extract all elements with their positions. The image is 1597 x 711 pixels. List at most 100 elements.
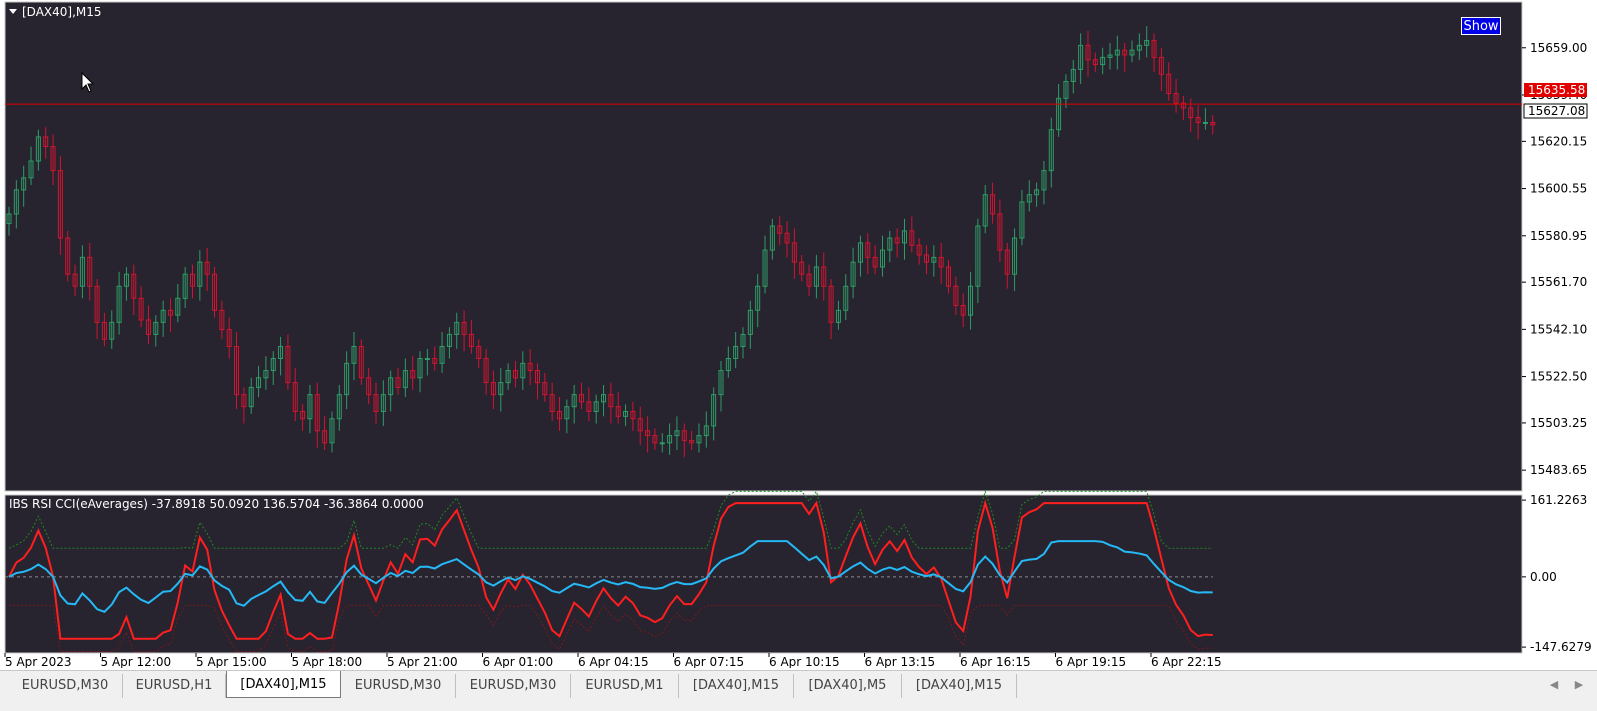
candle-body — [468, 333, 474, 347]
candle-body — [424, 358, 430, 361]
candle-body — [380, 394, 386, 413]
candle-body — [153, 321, 159, 335]
candle-body — [57, 170, 63, 239]
candle-body — [21, 177, 27, 191]
candle-body — [909, 230, 915, 246]
chart-tab[interactable]: [DAX40],M15 — [902, 674, 1017, 698]
chart-tab[interactable]: [DAX40],M15 — [679, 674, 794, 698]
candle-body — [1166, 73, 1172, 95]
candle-body — [1202, 121, 1208, 124]
scroll-right-button[interactable]: ▶ — [1570, 675, 1588, 695]
chart-menu-triangle-icon[interactable] — [9, 9, 17, 14]
candle-body — [784, 232, 790, 244]
candle-body — [1048, 129, 1054, 172]
indicator-pane-background[interactable] — [4, 494, 1523, 654]
time-label: 6 Apr 01:00 — [483, 655, 554, 668]
candle-body — [843, 285, 849, 311]
chart-tab[interactable]: EURUSD,M30 — [456, 674, 571, 698]
main-pane-background[interactable] — [4, 1, 1523, 492]
candle-body — [1100, 56, 1106, 66]
candle-body — [285, 345, 291, 384]
chart-area[interactable]: 15659.0015639.4015620.1515600.5515580.95… — [0, 0, 1597, 668]
candle-body — [534, 370, 540, 384]
candle-body — [924, 254, 929, 263]
candle-body — [1144, 40, 1150, 46]
price-level-label: 15503.25 — [1530, 416, 1587, 430]
candle-body — [1078, 44, 1084, 70]
candle-body — [828, 285, 834, 323]
candle-body — [887, 237, 893, 251]
candle-body — [314, 394, 320, 432]
candle-body — [13, 189, 19, 215]
candle-body — [652, 435, 658, 444]
price-level-label: 15561.70 — [1530, 275, 1587, 289]
candle-body — [857, 242, 863, 263]
candle-body — [417, 358, 423, 379]
candle-body — [1056, 97, 1062, 131]
candle-body — [813, 266, 819, 287]
current-price-label: 15627.08 — [1528, 104, 1585, 118]
indicator-title: IBS RSI CCI(eAverages) -37.8918 50.0920 … — [9, 497, 424, 511]
candle-body — [212, 273, 218, 311]
candles-group — [6, 26, 1216, 458]
candle-body — [373, 394, 379, 413]
candle-body — [219, 309, 225, 331]
candle-body — [571, 394, 577, 408]
rsi-line — [8, 540, 1213, 613]
chart-tab[interactable]: EURUSD,M1 — [571, 674, 679, 698]
candle-body — [931, 256, 937, 263]
candle-body — [344, 362, 350, 396]
candle-body — [329, 418, 335, 444]
candle-body — [696, 435, 702, 444]
show-button[interactable]: Show — [1461, 17, 1501, 35]
candle-body — [835, 309, 841, 323]
candle-body — [667, 435, 673, 444]
candle-body — [549, 394, 555, 413]
candle-body — [167, 309, 173, 316]
candle-body — [1092, 59, 1098, 66]
candle-body — [490, 382, 496, 396]
candle-body — [747, 309, 753, 335]
chart-tab[interactable]: [DAX40],M5 — [794, 674, 902, 698]
candle-body — [1019, 201, 1025, 239]
candle-body — [234, 345, 240, 396]
time-axis: 5 Apr 2023 5 Apr 12:00 5 Apr 15:00 5 Apr 18… — [4, 653, 1222, 668]
candle-body — [593, 401, 599, 413]
candle-body — [182, 273, 188, 299]
candle-body — [850, 261, 856, 287]
candle-body — [483, 358, 489, 384]
candle-body — [395, 377, 401, 388]
candle-body — [865, 242, 871, 258]
time-label: 5 Apr 18:00 — [292, 655, 363, 668]
candle-body — [946, 266, 952, 287]
candle-body — [769, 225, 775, 251]
chart-tab[interactable]: EURUSD,H1 — [123, 674, 226, 698]
candle-body — [28, 160, 34, 179]
price-level-label: 15620.15 — [1530, 134, 1587, 148]
cci-line — [8, 499, 1213, 640]
candle-body — [806, 273, 812, 287]
candle-body — [432, 358, 438, 364]
candle-body — [894, 237, 900, 244]
candle-body — [50, 146, 56, 172]
chart-tab[interactable]: EURUSD,M30 — [8, 674, 123, 698]
candle-body — [982, 194, 988, 227]
time-label: 6 Apr 19:15 — [1056, 655, 1127, 668]
time-label: 5 Apr 2023 — [5, 655, 72, 668]
hline-price-label: 15635.58 — [1528, 83, 1585, 97]
candle-body — [131, 273, 137, 299]
time-label: 6 Apr 16:15 — [960, 655, 1031, 668]
candle-body — [160, 309, 166, 323]
chart-svg[interactable]: 15659.0015639.4015620.1515600.5515580.95… — [0, 0, 1597, 668]
price-level-label: 15483.65 — [1530, 463, 1587, 477]
candle-body — [564, 406, 570, 420]
chart-tab[interactable]: [DAX40],M15 — [226, 671, 341, 698]
scroll-left-button[interactable]: ◀ — [1545, 675, 1563, 695]
candle-body — [1129, 49, 1135, 56]
candle-body — [6, 213, 12, 225]
candle-body — [270, 358, 276, 372]
candle-body — [263, 370, 269, 379]
candle-body — [123, 273, 129, 287]
candle-body — [645, 430, 651, 437]
chart-tab[interactable]: EURUSD,M30 — [341, 674, 456, 698]
